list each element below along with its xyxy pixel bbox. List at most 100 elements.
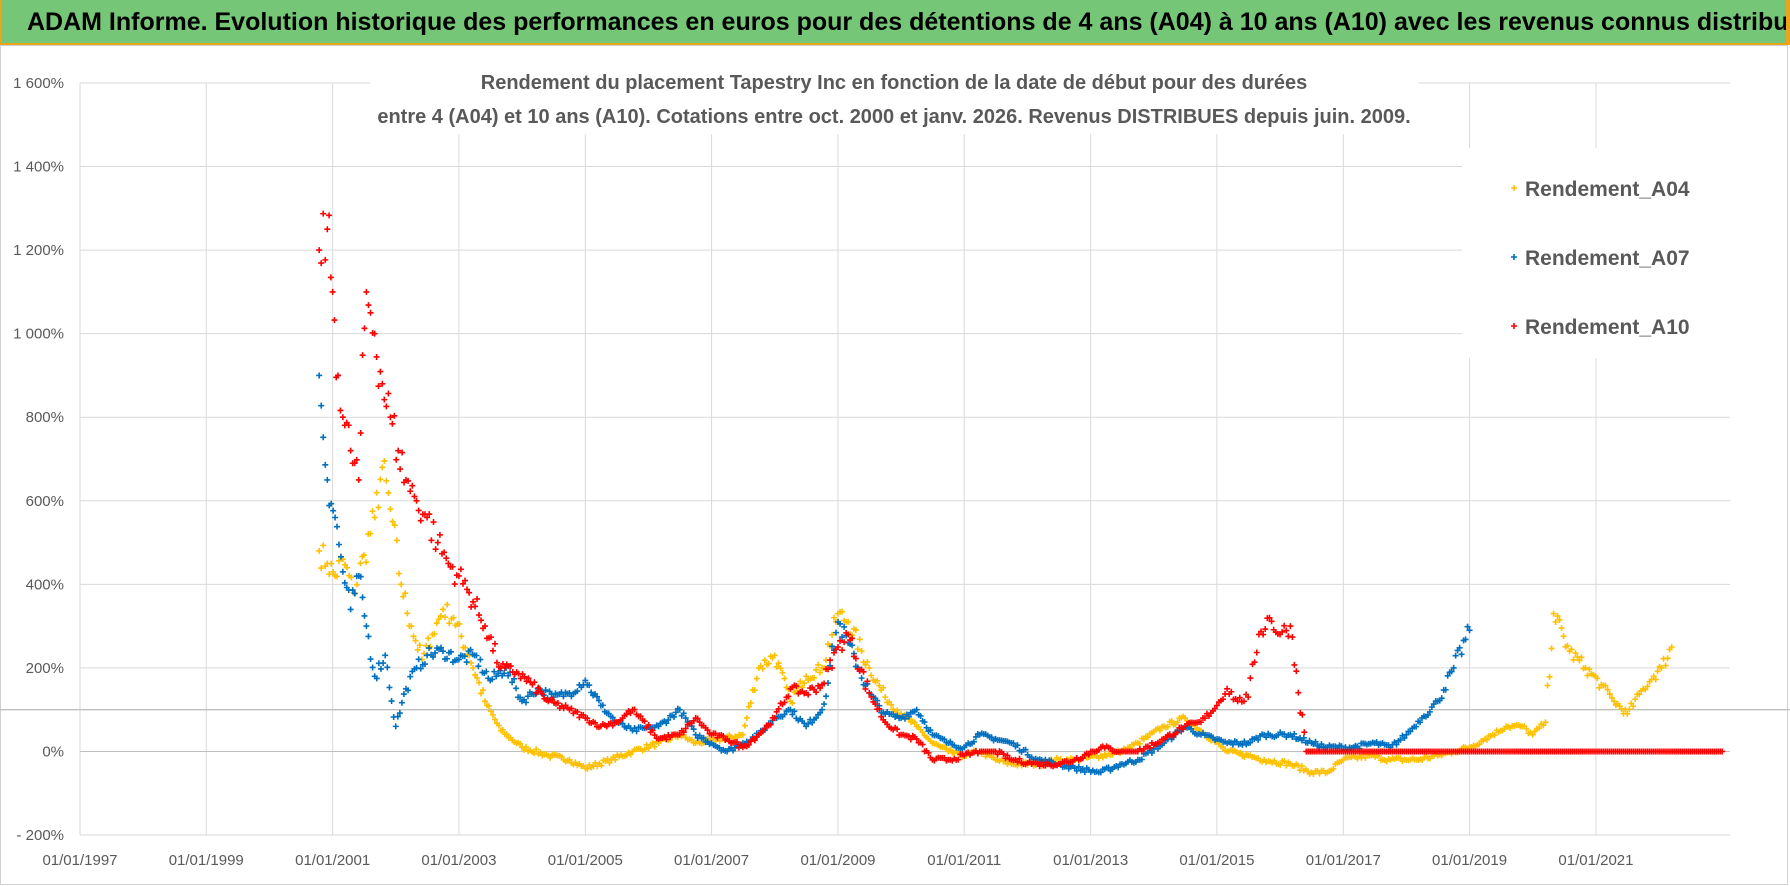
point-Rendement_A10 — [359, 352, 366, 359]
point-Rendement_A10 — [913, 735, 920, 742]
point-Rendement_A07 — [1448, 668, 1455, 675]
point-Rendement_A07 — [582, 677, 589, 684]
point-Rendement_A07 — [405, 687, 412, 694]
point-Rendement_A10 — [1262, 626, 1269, 633]
data-points — [316, 210, 1726, 777]
point-Rendement_A04 — [874, 677, 881, 684]
point-Rendement_A10 — [391, 412, 398, 419]
point-Rendement_A10 — [1251, 659, 1258, 666]
legend-label-Rendement_A10: Rendement_A10 — [1525, 316, 1690, 339]
point-Rendement_A10 — [371, 330, 378, 337]
point-Rendement_A07 — [682, 715, 689, 722]
point-Rendement_A04 — [396, 570, 403, 577]
point-Rendement_A10 — [329, 288, 336, 295]
point-Rendement_A04 — [854, 646, 861, 653]
point-Rendement_A10 — [316, 247, 323, 254]
chart-title-background — [370, 64, 1418, 134]
point-Rendement_A07 — [339, 568, 346, 575]
point-Rendement_A04 — [470, 664, 477, 671]
point-Rendement_A04 — [373, 489, 380, 496]
point-Rendement_A07 — [560, 693, 567, 700]
point-Rendement_A07 — [380, 660, 387, 667]
point-Rendement_A04 — [1174, 719, 1181, 726]
point-Rendement_A10 — [331, 317, 338, 324]
point-Rendement_A07 — [1403, 731, 1410, 738]
point-Rendement_A04 — [1277, 761, 1284, 768]
point-Rendement_A04 — [402, 590, 409, 597]
point-Rendement_A04 — [446, 620, 453, 627]
point-Rendement_A04 — [1484, 736, 1491, 743]
point-Rendement_A10 — [351, 460, 358, 467]
point-Rendement_A04 — [743, 714, 750, 721]
point-Rendement_A10 — [407, 488, 414, 495]
point-Rendement_A10 — [1211, 705, 1218, 712]
point-Rendement_A04 — [856, 636, 863, 643]
point-Rendement_A04 — [363, 559, 370, 566]
point-Rendement_A04 — [1624, 710, 1631, 717]
point-Rendement_A07 — [1464, 623, 1471, 630]
point-Rendement_A07 — [609, 714, 616, 721]
point-Rendement_A07 — [522, 699, 529, 706]
point-Rendement_A10 — [320, 210, 327, 217]
point-Rendement_A04 — [1237, 749, 1244, 756]
point-Rendement_A10 — [451, 581, 458, 588]
point-Rendement_A07 — [1413, 723, 1420, 730]
point-Rendement_A04 — [480, 687, 487, 694]
point-Rendement_A07 — [696, 732, 703, 739]
point-Rendement_A04 — [391, 522, 398, 529]
point-Rendement_A07 — [513, 685, 520, 692]
point-Rendement_A04 — [688, 736, 695, 743]
point-Rendement_A04 — [894, 707, 901, 714]
point-Rendement_A07 — [438, 644, 445, 651]
point-Rendement_A04 — [811, 674, 818, 681]
point-Rendement_A07 — [839, 634, 846, 641]
point-Rendement_A07 — [1424, 711, 1431, 718]
point-Rendement_A07 — [941, 736, 948, 743]
point-Rendement_A10 — [580, 711, 587, 718]
point-Rendement_A04 — [888, 701, 895, 708]
legend-marker-Rendement_A07 — [1511, 254, 1517, 260]
point-Rendement_A10 — [841, 639, 848, 646]
point-Rendement_A07 — [970, 738, 977, 745]
point-Rendement_A04 — [381, 457, 388, 464]
point-Rendement_A04 — [781, 675, 788, 682]
point-Rendement_A07 — [1010, 740, 1017, 747]
point-Rendement_A10 — [1295, 689, 1302, 696]
point-Rendement_A10 — [455, 572, 462, 579]
point-Rendement_A10 — [1291, 661, 1298, 668]
point-Rendement_A07 — [841, 623, 848, 630]
point-Rendement_A10 — [1228, 688, 1235, 695]
legend-label-Rendement_A04: Rendement_A04 — [1525, 178, 1690, 201]
point-Rendement_A07 — [1444, 672, 1451, 679]
point-Rendement_A07 — [1426, 708, 1433, 715]
point-Rendement_A04 — [393, 537, 400, 544]
point-Rendement_A10 — [337, 407, 344, 414]
point-Rendement_A04 — [1582, 664, 1589, 671]
point-Rendement_A04 — [882, 694, 889, 701]
point-Rendement_A04 — [789, 700, 796, 707]
point-Rendement_A04 — [1578, 654, 1585, 661]
point-Rendement_A10 — [462, 577, 469, 584]
point-Rendement_A04 — [1650, 673, 1657, 680]
point-Rendement_A10 — [925, 749, 932, 756]
point-Rendement_A07 — [789, 711, 796, 718]
point-Rendement_A04 — [316, 547, 323, 554]
point-Rendement_A07 — [455, 656, 462, 663]
point-Rendement_A04 — [537, 749, 544, 756]
y-tick-label: 600% — [26, 493, 64, 510]
point-Rendement_A07 — [501, 670, 508, 677]
point-Rendement_A04 — [458, 633, 465, 640]
legend-marker-Rendement_A10 — [1511, 323, 1517, 329]
point-Rendement_A07 — [813, 714, 820, 721]
y-tick-label: 200% — [26, 660, 64, 677]
point-Rendement_A10 — [399, 449, 406, 456]
point-Rendement_A04 — [547, 754, 554, 761]
point-Rendement_A07 — [392, 723, 399, 730]
point-Rendement_A10 — [1289, 634, 1296, 641]
point-Rendement_A07 — [517, 694, 524, 701]
point-Rendement_A10 — [907, 736, 914, 743]
point-Rendement_A07 — [363, 623, 370, 630]
point-Rendement_A07 — [913, 706, 920, 713]
point-Rendement_A04 — [431, 630, 438, 637]
point-Rendement_A04 — [1476, 741, 1483, 748]
